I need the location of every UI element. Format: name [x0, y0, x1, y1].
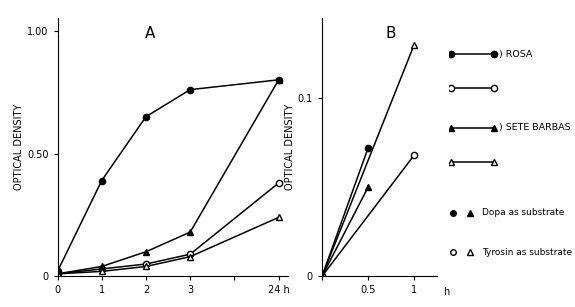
Text: ) ROSA: ) ROSA — [499, 50, 532, 59]
Y-axis label: OPTICAL DENSITY: OPTICAL DENSITY — [14, 104, 24, 190]
Text: h: h — [443, 287, 449, 297]
Y-axis label: OPTICAL DENSITY: OPTICAL DENSITY — [285, 104, 295, 190]
Text: B: B — [385, 26, 396, 41]
Text: Tyrosin as substrate: Tyrosin as substrate — [482, 248, 573, 257]
Text: ) SETE BARBAS: ) SETE BARBAS — [499, 123, 571, 132]
Text: A: A — [145, 26, 155, 41]
Text: Dopa as substrate: Dopa as substrate — [482, 208, 565, 217]
